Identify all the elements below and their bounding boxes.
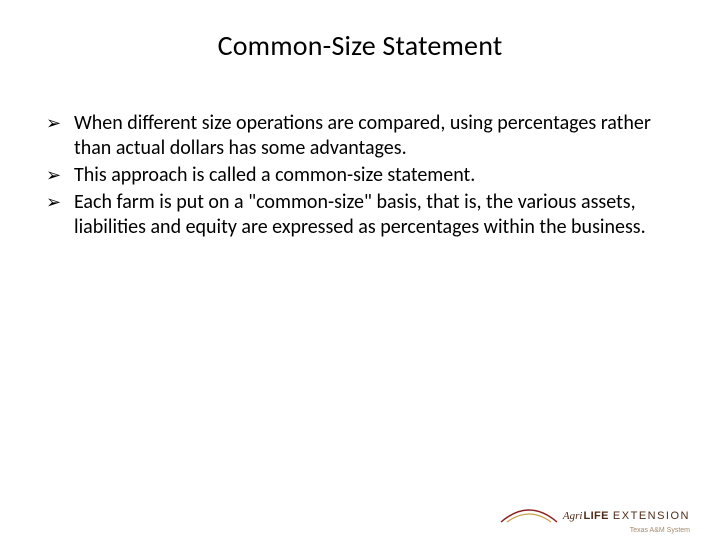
bullet-marker-icon: ➢: [46, 164, 61, 187]
logo-extension: EXTENSION: [613, 510, 690, 522]
logo-subtitle: Texas A&M System: [630, 527, 690, 534]
slide: Common-Size Statement ➢ When different s…: [0, 0, 720, 540]
arc-inner: [507, 514, 551, 522]
bullet-text: When different size operations are compa…: [74, 111, 651, 160]
logo-text: Agri LIFE EXTENSION: [563, 510, 690, 522]
logo-agri: Agri: [563, 510, 583, 522]
bullet-text: This approach is called a common-size st…: [74, 163, 475, 187]
footer-logo: Agri LIFE EXTENSION: [499, 504, 690, 522]
list-item: ➢ When different size operations are com…: [46, 111, 680, 161]
bullet-marker-icon: ➢: [46, 191, 61, 214]
list-item: ➢ Each farm is put on a "common-size" ba…: [46, 190, 680, 240]
bullet-text: Each farm is put on a "common-size" basi…: [74, 190, 646, 239]
logo-life: LIFE: [583, 510, 608, 522]
bullet-list: ➢ When different size operations are com…: [40, 111, 680, 240]
list-item: ➢ This approach is called a common-size …: [46, 163, 680, 188]
bullet-marker-icon: ➢: [46, 112, 61, 135]
slide-title: Common-Size Statement: [40, 28, 680, 63]
logo-arc-icon: [499, 504, 559, 524]
